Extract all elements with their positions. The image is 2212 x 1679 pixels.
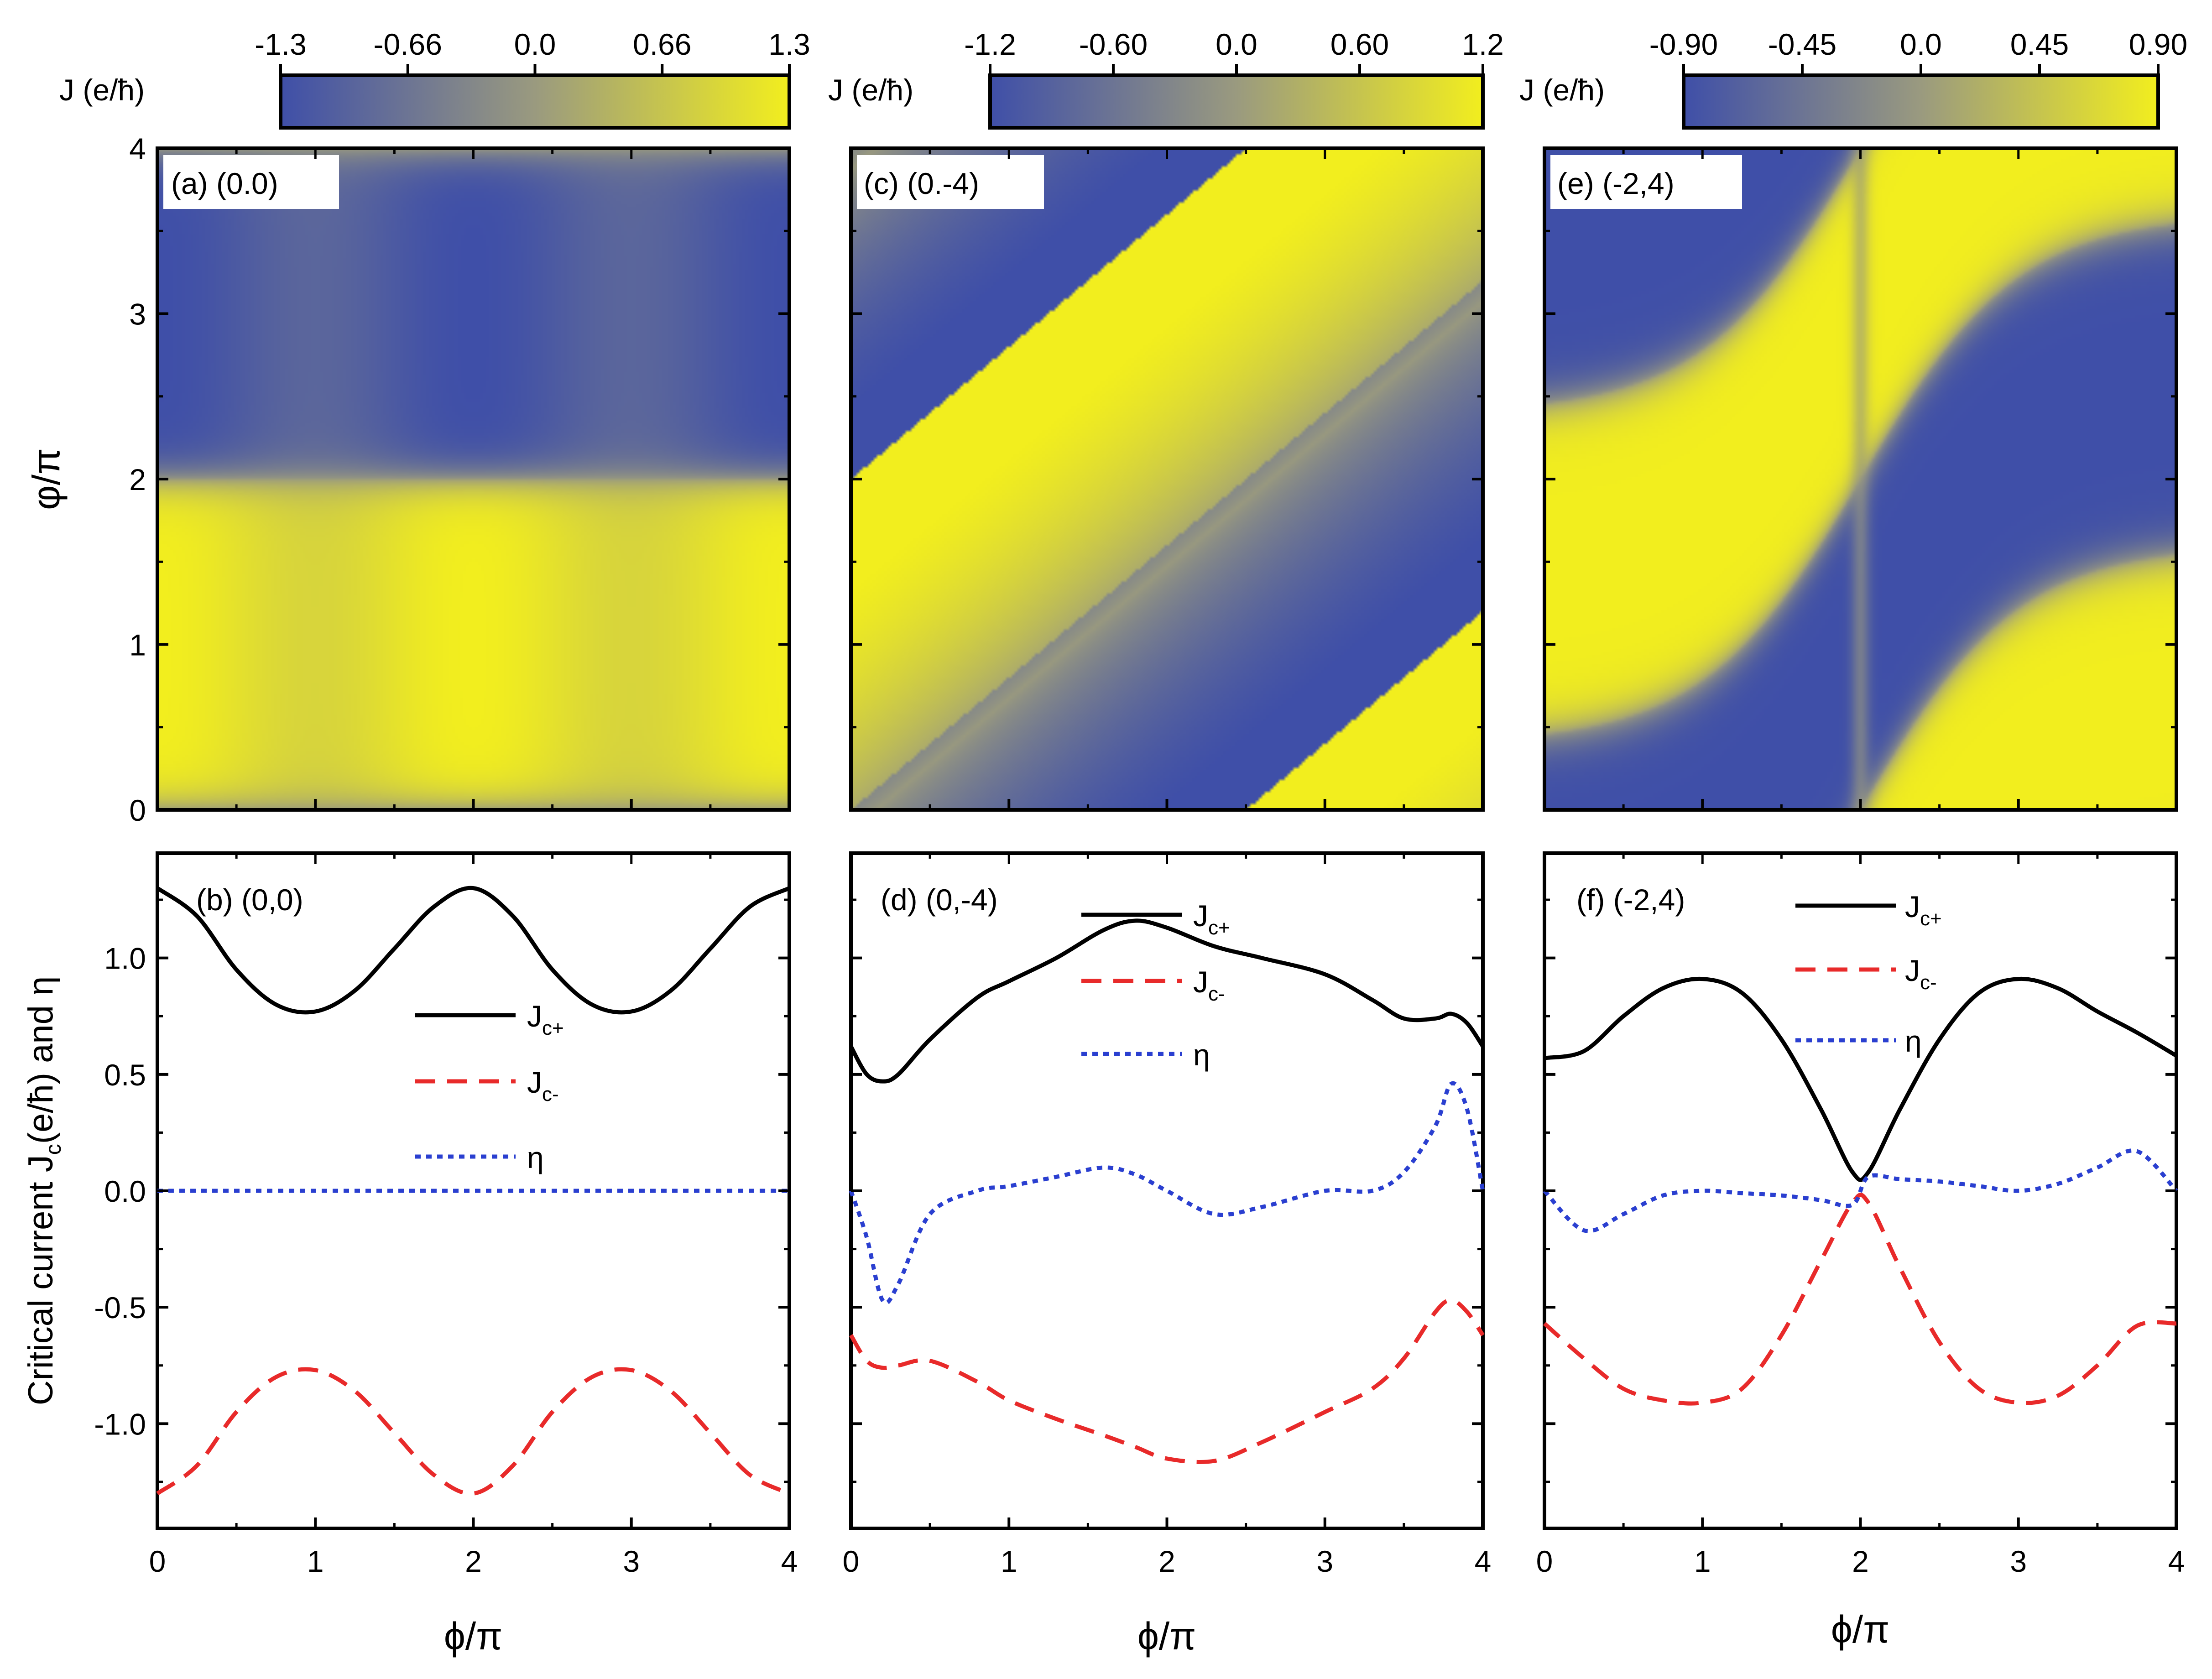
heatmap-canvas-c: [851, 148, 1483, 810]
colorbar-tick-label: -0.66: [374, 27, 442, 61]
legend-eta-b: η: [527, 1141, 544, 1174]
series-line-jc-plus-f: [1544, 976, 2178, 1182]
legend-jc-plus-f: J: [1905, 890, 1920, 923]
colorbar-gradient-e: [1682, 73, 2160, 130]
colorbar-tick-label: 1.3: [768, 27, 810, 61]
svg-text:Jc-: Jc-: [527, 1065, 559, 1105]
legend-b: Jc+ Jc- η: [415, 999, 564, 1174]
x-tick-label-d: 4: [1475, 1544, 1492, 1578]
colorbar-label-c: J (e/ħ): [828, 73, 913, 107]
legend-jc-plus-b: J: [527, 999, 542, 1033]
series-line-jc-plus-b: [156, 886, 790, 1015]
x-tick-label-f: 1: [1694, 1544, 1711, 1578]
svg-text:Jc-: Jc-: [1193, 965, 1225, 1005]
series-line-eta-f: [1543, 1148, 2178, 1233]
svg-text:Jc+: Jc+: [1905, 890, 1942, 930]
panel-label-f: (f) (-2,4): [1576, 883, 1685, 917]
legend-d: Jc+ Jc- η: [1081, 899, 1230, 1072]
x-tick-label-b: 3: [623, 1544, 640, 1578]
x-tick-label-f: 0: [1536, 1544, 1553, 1578]
colorbar-tick-label: 0.90: [2129, 27, 2187, 61]
x-tick-label-d: 1: [1001, 1544, 1017, 1578]
heatmap-panel-e: (e) (-2,4): [1543, 146, 2178, 812]
colorbar-tick-label: 0.0: [1216, 27, 1257, 61]
colorbar-tick-label: 0.0: [514, 27, 556, 61]
y-tick-label-top: 4: [129, 132, 146, 166]
heatmap-panel-c: (c) (0.-4): [849, 146, 1485, 812]
legend-eta-d: η: [1193, 1038, 1210, 1072]
x-axis-label-b: ϕ/π: [444, 1615, 502, 1658]
panel-label-e: (e) (-2,4): [1557, 167, 1675, 200]
colorbar-label-a: J (e/ħ): [59, 73, 145, 107]
panel-label-a: (a) (0.0): [171, 167, 278, 200]
x-tick-label-d: 3: [1316, 1544, 1333, 1578]
panel-label-d: (d) (0,-4): [881, 883, 998, 917]
y-tick-label-bottom: 0.0: [104, 1174, 146, 1208]
colorbar-c: J (e/ħ) -1.2 -0.60 0.0 0.60 1.2: [828, 27, 1504, 130]
colorbar-tick-label: -1.3: [255, 27, 307, 61]
x-tick-label-d: 0: [843, 1544, 860, 1578]
line-panel-f: (f) (-2,4): [1543, 851, 2178, 1530]
svg-text:Jc+: Jc+: [527, 999, 564, 1039]
legend-jc-minus-d: J: [1193, 965, 1208, 999]
heatmap-canvas-a: [157, 148, 789, 810]
x-tick-label-d: 2: [1158, 1544, 1175, 1578]
y-tick-label-bottom: 1.0: [104, 942, 146, 975]
colorbar-e: J (e/ħ) -0.90 -0.45 0.0 0.45 0.90: [1519, 27, 2187, 130]
colorbar-tick-label: 0.60: [1330, 27, 1389, 61]
legend-f: Jc+ Jc- η: [1795, 890, 1942, 1058]
y-tick-label-bottom: 0.5: [104, 1058, 146, 1092]
svg-text:Jc+: Jc+: [1193, 899, 1230, 939]
series-line-jc-plus-d: [849, 918, 1485, 1084]
series-line-jc-minus-d: [849, 1298, 1485, 1464]
colorbar-tick-label: 0.66: [633, 27, 691, 61]
y-tick-label-top: 0: [129, 793, 146, 827]
y-tick-label-bottom: -0.5: [94, 1291, 146, 1324]
x-tick-label-f: 3: [2010, 1544, 2027, 1578]
y-tick-label-top: 1: [129, 628, 146, 662]
legend-eta-f: η: [1905, 1024, 1922, 1058]
colorbar-gradient-a: [279, 73, 791, 130]
colorbar-tick-label: 0.45: [2010, 27, 2069, 61]
x-tick-label-b: 2: [465, 1544, 482, 1578]
x-tick-label-f: 2: [1852, 1544, 1869, 1578]
colorbar-tick-label: -0.60: [1079, 27, 1148, 61]
line-panel-b: (b) (0,0): [156, 851, 791, 1530]
svg-text:Jc-: Jc-: [1905, 954, 1937, 994]
line-panel-d: (d) (0,-4): [849, 851, 1485, 1530]
heatmap-panel-a: (a) (0.0): [156, 146, 791, 812]
colorbar-tick-label: -1.2: [964, 27, 1016, 61]
legend-jc-plus-d: J: [1193, 899, 1208, 933]
colorbar-gradient-c: [988, 73, 1485, 130]
colorbar-label-e: J (e/ħ): [1519, 73, 1605, 107]
colorbar-tick-label: 1.2: [1462, 27, 1504, 61]
panel-label-c: (c) (0.-4): [864, 167, 979, 200]
x-tick-label-f: 4: [2168, 1544, 2185, 1578]
colorbar-tick-label: -0.90: [1649, 27, 1718, 61]
x-tick-label-b: 4: [781, 1544, 798, 1578]
x-tick-label-b: 1: [307, 1544, 324, 1578]
y-tick-label-bottom: -1.0: [94, 1407, 146, 1441]
heatmap-canvas-e: [1544, 148, 2176, 810]
y-tick-label-top: 2: [129, 463, 146, 496]
x-axis-label-f: ϕ/π: [1831, 1608, 1889, 1651]
y-axis-label-bottom: Critical current Jc(e/ħ) and η: [21, 976, 66, 1406]
colorbar-tick-label: -0.45: [1768, 27, 1836, 61]
y-tick-label-top: 3: [129, 297, 146, 331]
panel-label-b: (b) (0,0): [196, 883, 303, 917]
series-line-jc-minus-f: [1543, 1193, 2177, 1406]
x-tick-label-b: 0: [149, 1544, 166, 1578]
x-axis-label-d: ϕ/π: [1137, 1615, 1196, 1658]
y-axis-label-top: φ/π: [25, 448, 68, 510]
legend-jc-minus-b: J: [527, 1065, 542, 1099]
colorbar-tick-label: 0.0: [1900, 27, 1942, 61]
legend-jc-minus-f: J: [1905, 954, 1920, 987]
series-line-jc-minus-b: [156, 1367, 790, 1496]
colorbar-a: J (e/ħ) -1.3 -0.66 0.0 0.66 1.3: [59, 27, 810, 130]
